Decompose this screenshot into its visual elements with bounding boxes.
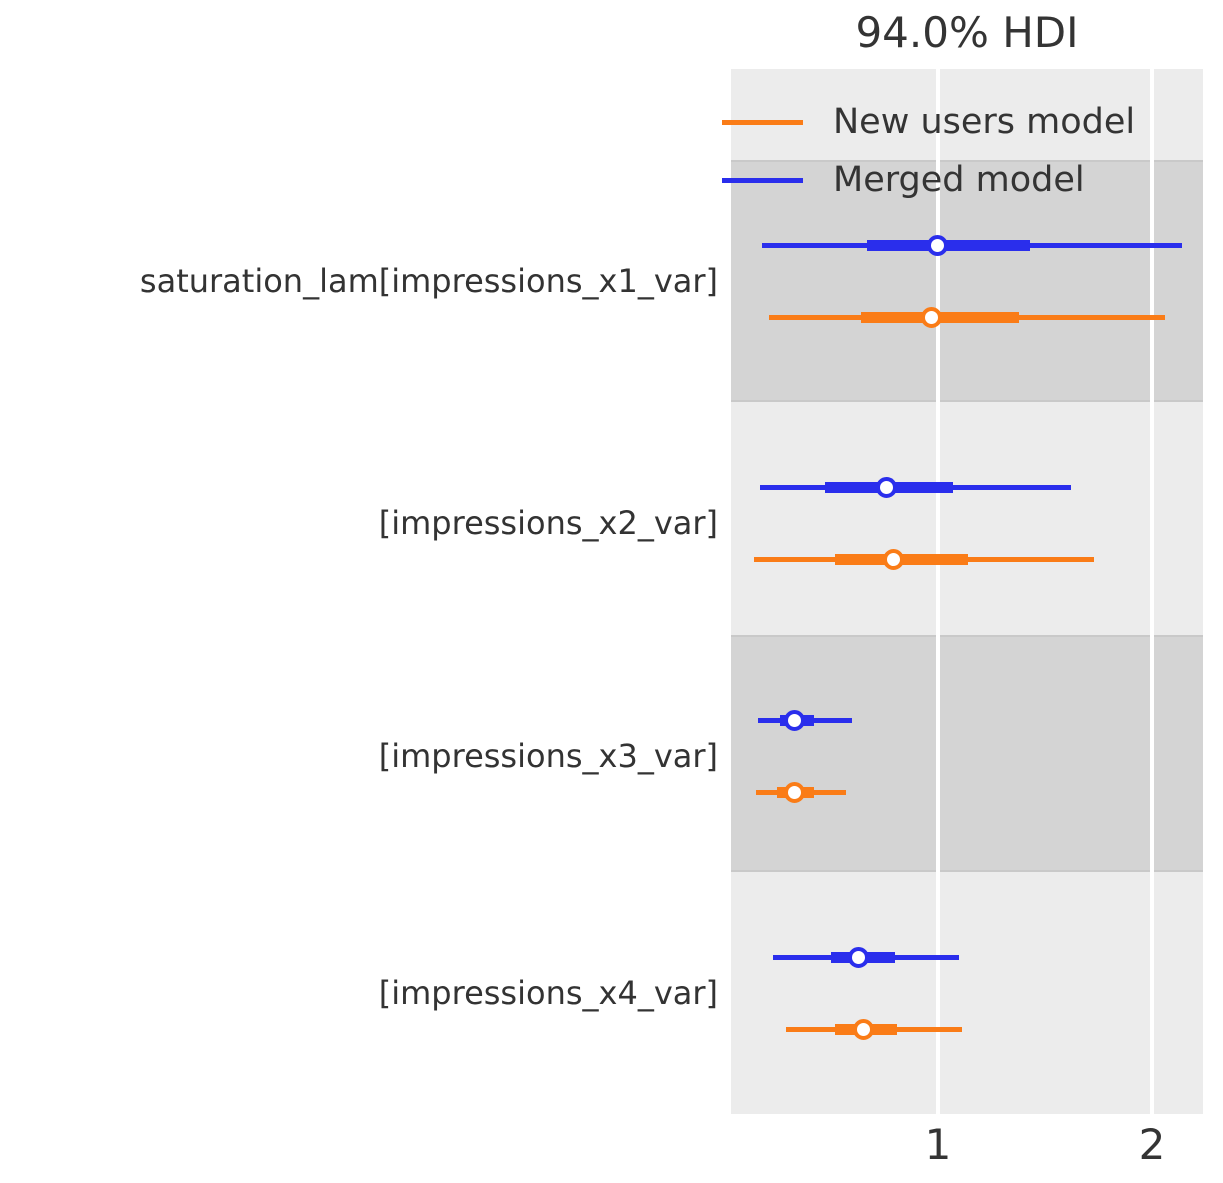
legend-line (722, 119, 803, 125)
x-tick-label: 1 (924, 1120, 952, 1169)
gridline-x1 (935, 69, 940, 1114)
y-axis-label: saturation_lam[impressions_x1_var] (139, 262, 718, 300)
point-estimate-marker (848, 946, 870, 968)
legend-line (722, 177, 803, 183)
point-estimate-marker (784, 709, 806, 731)
y-axis-label: [impressions_x2_var] (378, 504, 718, 542)
legend-item: Merged model (722, 158, 1085, 202)
legend-item: New users model (722, 100, 1135, 144)
point-estimate-marker (927, 234, 949, 256)
y-axis-label: [impressions_x3_var] (378, 737, 718, 775)
point-estimate-marker (882, 548, 904, 570)
row-band-dark (731, 635, 1203, 872)
plot-title: 94.0% HDI (855, 8, 1079, 57)
plot-area: New users model Merged model (722, 69, 1203, 1114)
point-estimate-marker (784, 781, 806, 803)
point-estimate-marker (921, 306, 943, 328)
gridline-x2 (1150, 69, 1155, 1114)
iqr-line (867, 239, 1031, 251)
legend-label: Merged model (833, 160, 1085, 200)
x-tick-label: 2 (1138, 1120, 1166, 1169)
point-estimate-marker (852, 1018, 874, 1040)
point-estimate-marker (876, 476, 898, 498)
row-band-dark (731, 160, 1203, 402)
y-axis-label: [impressions_x4_var] (378, 974, 718, 1012)
legend-label: New users model (833, 102, 1136, 142)
